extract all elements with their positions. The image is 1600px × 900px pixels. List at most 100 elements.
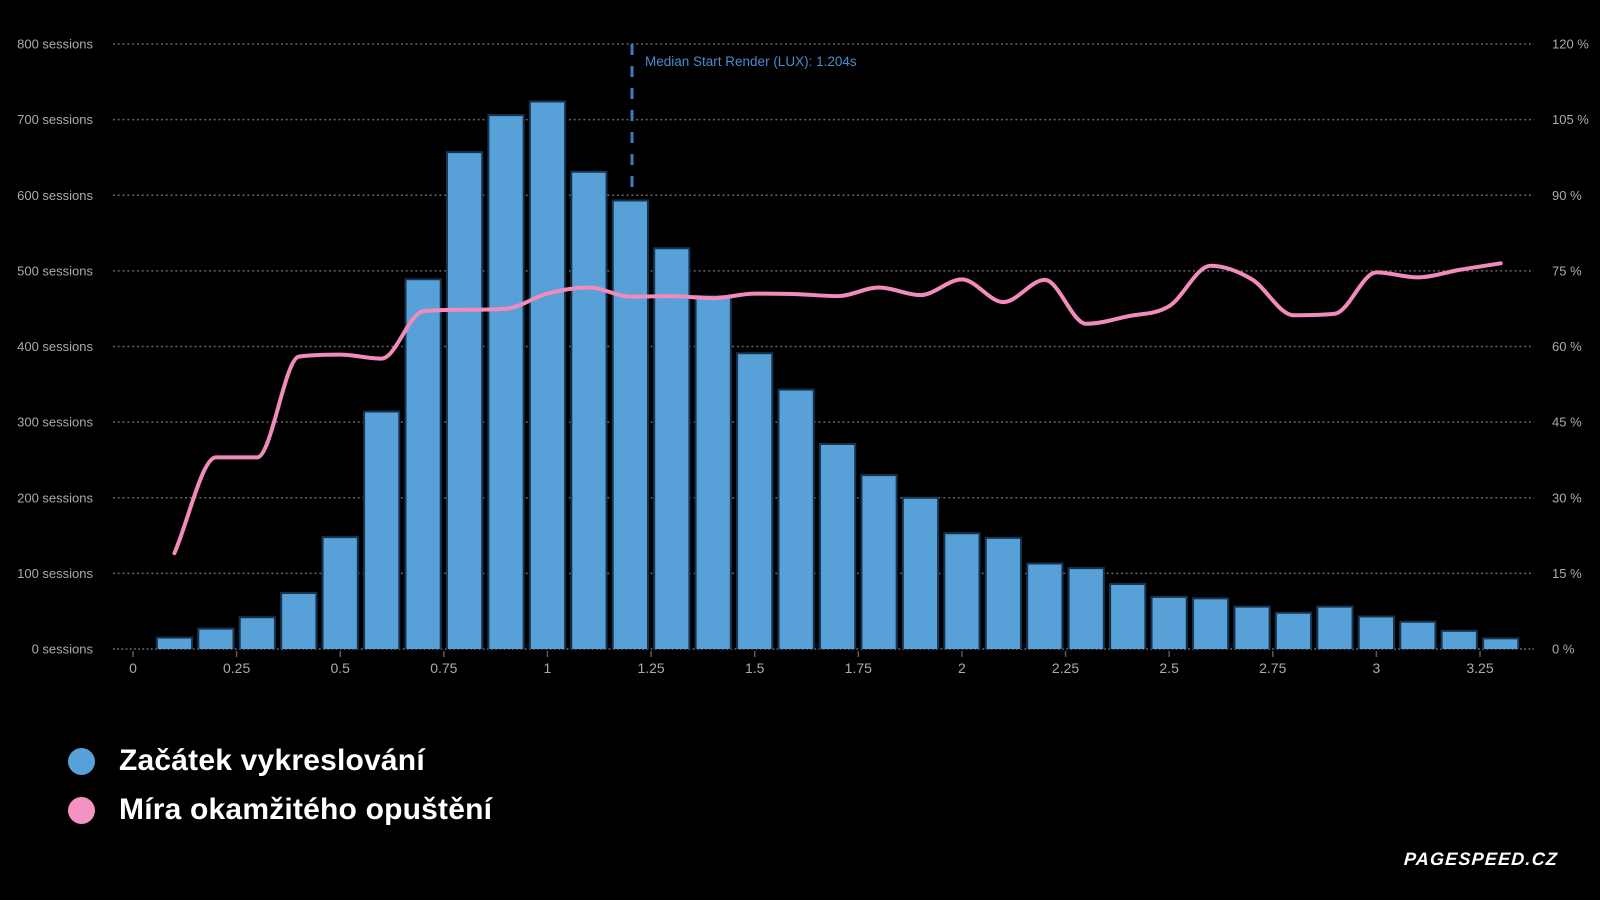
bar-border <box>860 474 898 649</box>
bar <box>1317 606 1353 649</box>
bar <box>1151 596 1187 649</box>
bar-border <box>818 443 857 649</box>
bar-border <box>736 352 774 649</box>
legend-label-bounce-rate: Míra okamžitého opuštění <box>119 793 493 826</box>
median-annotation: Median Start Render (LUX): 1.204s <box>630 44 857 196</box>
left-axis-tick-label: 500 sessions <box>17 263 93 278</box>
bar-border <box>1274 611 1313 649</box>
bar-border <box>445 151 484 649</box>
bar-border <box>1399 620 1437 649</box>
median-annotation-label: Median Start Render (LUX): 1.204s <box>645 54 857 69</box>
bar <box>1275 612 1312 649</box>
bar <box>405 279 441 649</box>
left-axis-tick-label: 0 sessions <box>32 642 94 657</box>
right-axis-tick-label: 30 % <box>1552 490 1582 505</box>
bar-border <box>1191 597 1230 649</box>
bar <box>944 533 980 649</box>
x-axis-tick-label: 3 <box>1372 660 1380 676</box>
x-axis-tick-label: 1.5 <box>745 660 765 676</box>
x-axis-tick-label: 1.25 <box>637 660 664 676</box>
bar-border <box>1109 582 1147 649</box>
right-axis-tick-label: 75 % <box>1552 263 1582 278</box>
x-axis-tick-label: 1 <box>544 660 552 676</box>
bar-border <box>363 410 401 649</box>
bar <box>654 248 690 649</box>
bar <box>281 593 317 649</box>
bar-border <box>1233 605 1271 649</box>
bar <box>819 444 856 649</box>
pagespeed-logo: PAGESPEED.CZ <box>1403 849 1559 869</box>
bar <box>239 617 275 649</box>
legend-item-bounce-rate: Míra okamžitého opuštění <box>68 793 492 827</box>
axis-tick-labels: 0 sessions 0 % 100 sessions 15 % 200 session… <box>17 37 1589 677</box>
bar <box>1192 598 1229 649</box>
bar-border <box>487 114 525 649</box>
bounce-rate-line <box>172 261 1503 556</box>
x-axis-tick-label: 2 <box>958 660 966 676</box>
right-axis-tick-label: 90 % <box>1552 188 1582 203</box>
bar-border <box>1150 595 1188 649</box>
bar-border <box>238 616 276 649</box>
x-axis-tick-label: 3.25 <box>1466 660 1493 676</box>
x-axis-tick-label: 2.5 <box>1159 660 1179 676</box>
sessions-bars <box>155 100 1520 650</box>
bar <box>364 411 400 649</box>
bar <box>1027 563 1063 649</box>
bar-border <box>1440 629 1478 649</box>
left-axis-tick-label: 800 sessions <box>17 37 93 52</box>
x-axis-tick-label: 0.5 <box>330 660 350 676</box>
x-axis-tick-label: 0 <box>129 660 137 676</box>
bar-border <box>901 496 940 649</box>
bar-border <box>1067 567 1105 649</box>
x-axis-tick-label: 2.25 <box>1052 660 1079 676</box>
bar <box>1358 616 1394 649</box>
legend-item-start-render: Začátek vykreslování <box>68 744 492 778</box>
right-axis-tick-label: 15 % <box>1552 566 1582 581</box>
bar-border <box>321 536 359 649</box>
bar <box>529 101 566 650</box>
bar <box>1110 583 1146 649</box>
bar <box>156 637 193 649</box>
bar-border <box>197 627 235 649</box>
left-axis-tick-label: 100 sessions <box>17 566 93 581</box>
bar-border <box>611 199 649 649</box>
bar-border <box>280 592 318 649</box>
bar <box>737 353 773 649</box>
bar-border <box>943 532 981 649</box>
x-axis-tick-label: 0.75 <box>430 660 457 676</box>
legend: Začátek vykreslování Míra okamžitého opu… <box>68 744 492 827</box>
bar-border <box>777 388 815 649</box>
x-axis-tick-label: 1.75 <box>845 660 872 676</box>
legend-dot-blue <box>68 747 95 775</box>
left-axis-tick-label: 300 sessions <box>17 415 93 430</box>
bar-border <box>1357 615 1395 649</box>
right-axis-tick-label: 0 % <box>1552 642 1575 657</box>
left-axis-tick-label: 700 sessions <box>17 112 93 127</box>
bar <box>1483 638 1519 649</box>
left-axis-tick-label: 400 sessions <box>17 339 93 354</box>
x-axis-tick-label: 0.25 <box>223 660 250 676</box>
bar <box>446 152 483 650</box>
bar-border <box>694 294 732 649</box>
bar <box>571 171 607 649</box>
bar <box>198 628 234 649</box>
legend-label-start-render: Začátek vykreslování <box>119 744 425 777</box>
bar-border <box>528 100 567 649</box>
bounce-rate-path <box>172 261 1503 556</box>
right-axis-tick-label: 120 % <box>1552 37 1589 52</box>
bar <box>778 389 814 649</box>
bar <box>1441 630 1477 649</box>
bar-border <box>1482 637 1520 649</box>
bar <box>985 537 1021 649</box>
bar-border <box>404 278 442 649</box>
bar <box>1234 606 1270 649</box>
x-axis-tick-label: 2.75 <box>1259 660 1286 676</box>
bar <box>1068 568 1104 649</box>
bar-border <box>155 636 194 649</box>
bar <box>488 115 524 649</box>
left-axis-tick-label: 200 sessions <box>17 490 93 505</box>
bar <box>861 475 897 649</box>
bar-border <box>653 247 691 649</box>
left-axis-tick-label: 600 sessions <box>17 188 93 203</box>
